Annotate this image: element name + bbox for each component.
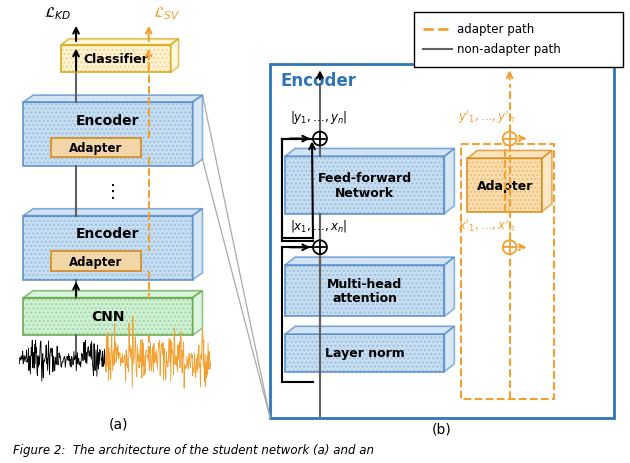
Text: Classifier: Classifier [83, 53, 148, 66]
Text: Adapter: Adapter [476, 179, 533, 192]
Circle shape [503, 132, 517, 146]
Bar [285, 334, 444, 372]
Polygon shape [193, 209, 202, 280]
FancyBboxPatch shape [413, 13, 622, 69]
Polygon shape [171, 40, 178, 73]
Bar [285, 157, 444, 214]
Polygon shape [193, 96, 202, 167]
Text: (b): (b) [432, 421, 452, 435]
Text: Multi-head: Multi-head [327, 278, 403, 291]
Polygon shape [467, 151, 552, 159]
Circle shape [313, 132, 327, 146]
Bar [461, 145, 554, 400]
Bar [61, 46, 171, 73]
Bar [23, 103, 193, 167]
Circle shape [313, 241, 327, 255]
Text: ⋮: ⋮ [104, 182, 122, 200]
Polygon shape [444, 326, 454, 372]
Polygon shape [23, 291, 202, 298]
Text: Figure 2:  The architecture of the student network (a) and an: Figure 2: The architecture of the studen… [13, 443, 374, 456]
Bar [467, 159, 542, 212]
Text: (a): (a) [109, 416, 129, 430]
Text: CNN: CNN [91, 310, 125, 324]
Polygon shape [285, 326, 454, 334]
Bar [23, 103, 193, 167]
Bar [285, 157, 444, 214]
Text: Network: Network [335, 187, 394, 200]
Text: Layer norm: Layer norm [325, 347, 404, 360]
Text: Adapter: Adapter [69, 142, 123, 155]
Text: $\mathcal{L}_{SV}$: $\mathcal{L}_{SV}$ [152, 5, 180, 22]
Bar [23, 216, 193, 280]
Text: $\mathcal{L}_{KD}$: $\mathcal{L}_{KD}$ [43, 5, 71, 22]
Bar [270, 65, 614, 418]
Text: $x'_1, \ldots, x'_n$: $x'_1, \ldots, x'_n$ [459, 217, 515, 234]
Text: $y'_1, \ldots, y'_n$: $y'_1, \ldots, y'_n$ [459, 108, 515, 125]
Bar [285, 265, 444, 317]
Text: Adapter: Adapter [69, 255, 123, 268]
Text: Feed-forward: Feed-forward [318, 171, 412, 184]
Polygon shape [23, 96, 202, 103]
Text: Encoder: Encoder [76, 113, 140, 127]
Bar [23, 298, 193, 335]
Bar [23, 216, 193, 280]
Polygon shape [61, 40, 178, 46]
Polygon shape [285, 149, 454, 157]
Polygon shape [444, 257, 454, 317]
Circle shape [503, 241, 517, 255]
Text: non-adapter path: non-adapter path [457, 43, 561, 56]
Bar [285, 334, 444, 372]
Polygon shape [444, 149, 454, 214]
Polygon shape [542, 151, 552, 212]
Bar [285, 265, 444, 317]
Polygon shape [23, 209, 202, 216]
Text: adapter path: adapter path [457, 23, 535, 36]
Text: attention: attention [332, 292, 398, 305]
Bar [23, 298, 193, 335]
Polygon shape [193, 291, 202, 335]
Bar [61, 46, 171, 73]
Text: Encoder: Encoder [280, 72, 356, 90]
Bar [467, 159, 542, 212]
Text: $|y_1, \ldots, y_n|$: $|y_1, \ldots, y_n|$ [290, 108, 347, 125]
Polygon shape [285, 257, 454, 265]
Bar [51, 252, 140, 271]
Text: Encoder: Encoder [76, 227, 140, 241]
Text: $|x_1, \ldots, x_n|$: $|x_1, \ldots, x_n|$ [290, 218, 347, 234]
Bar [51, 138, 140, 158]
